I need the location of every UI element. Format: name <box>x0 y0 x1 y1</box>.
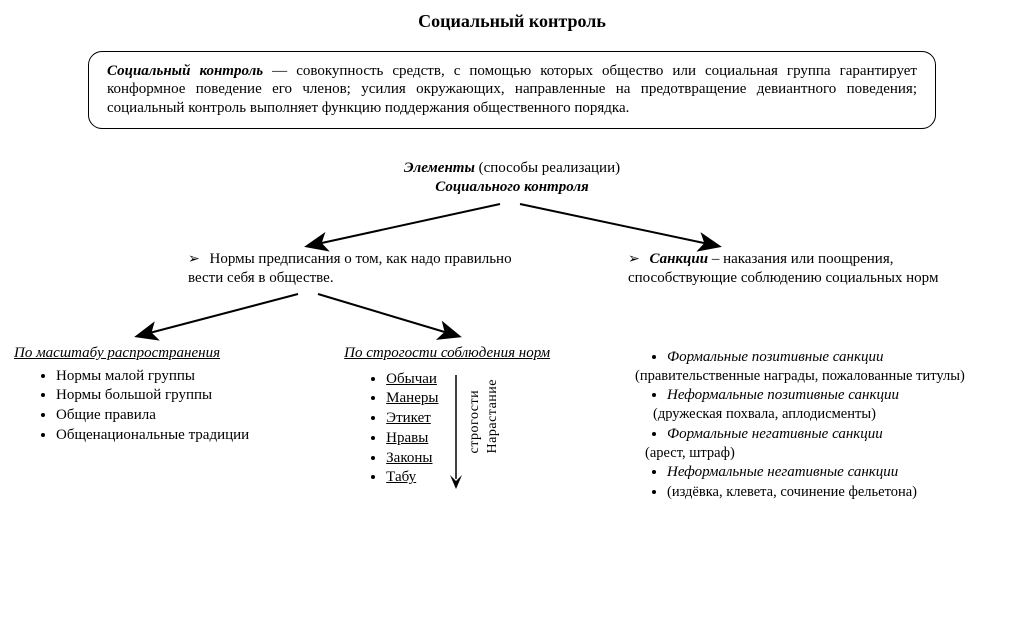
definition-term: Социальный контроль <box>107 63 263 79</box>
list-item: Общие правила <box>56 406 324 425</box>
fork-top <box>8 198 1024 254</box>
elements-word: Элементы <box>404 160 475 176</box>
list-item: Неформальные негативные санкции <box>667 463 1016 482</box>
cat-strict-head: По строгости соблюдения норм <box>344 344 601 363</box>
list-item: Формальные негативные санкции (арест, шт… <box>667 425 1016 463</box>
elements-paren: (способы реализации) <box>475 160 620 176</box>
elements-line2: Социального контроля <box>435 179 589 195</box>
list-item: Этикет <box>386 409 438 428</box>
arrow-label-b: строгости <box>466 379 484 453</box>
list-item: Обычаи <box>386 370 438 389</box>
arrow-down-icon <box>446 371 466 491</box>
list-item: Манеры <box>386 389 438 408</box>
page-title: Социальный контроль <box>8 10 1016 33</box>
list-item: Формальные позитивные санкции (правитель… <box>667 348 1016 386</box>
branch-norms-text: Нормы предписания о том, как надо правил… <box>188 251 512 286</box>
definition-box: Социальный контроль — совокупность средс… <box>88 51 936 129</box>
list-item: Нормы малой группы <box>56 367 324 386</box>
elements-title: Элементы (способы реализации) Социальног… <box>8 159 1016 197</box>
arrow-label-a: Нарастание <box>484 379 502 453</box>
fork-left <box>8 288 1024 344</box>
list-item: (издёвка, клевета, сочинение фельетона) <box>667 483 1016 502</box>
list-item: Нормы большой группы <box>56 386 324 405</box>
list-item: Нравы <box>386 429 438 448</box>
branch-norms: Нормы предписания о том, как надо правил… <box>188 250 528 288</box>
list-item: Законы <box>386 449 438 468</box>
list-item: Табу <box>386 468 438 487</box>
cat-scale-head: По масштабу распространения <box>14 344 324 363</box>
branch-sanctions: Санкции – наказания или поощрения, спосо… <box>628 250 988 288</box>
cat-scale-list: Нормы малой группы Нормы большой группы … <box>14 367 324 445</box>
list-item: Общенациональные традиции <box>56 426 324 445</box>
sanctions-list: Формальные позитивные санкции (правитель… <box>611 348 1016 502</box>
cat-strict-list: Обычаи Манеры Этикет Нравы Законы Табу <box>344 369 438 489</box>
list-item: Неформальные позитивные санкции (дружеск… <box>667 386 1016 424</box>
branch-sanctions-term: Санкции <box>649 251 708 267</box>
